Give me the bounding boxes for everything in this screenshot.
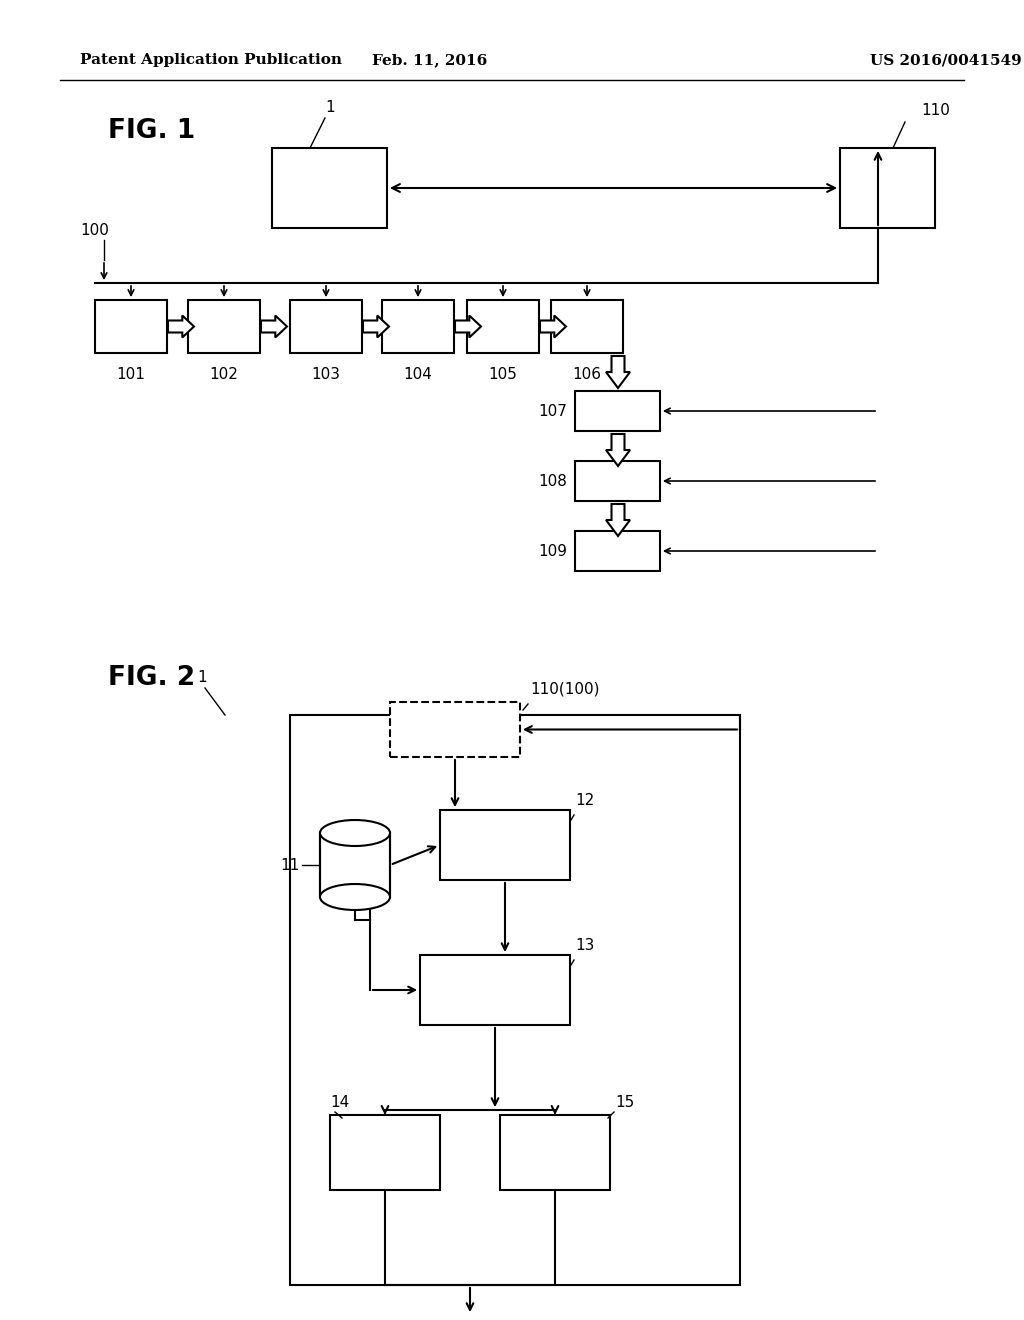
Text: 1: 1	[326, 100, 335, 115]
Bar	[840, 148, 935, 228]
Text: FIG. 1: FIG. 1	[108, 117, 196, 144]
Bar	[500, 1115, 610, 1191]
Text: 110(100): 110(100)	[530, 682, 599, 697]
Polygon shape	[540, 315, 566, 338]
Text: US 2016/0041549 A1: US 2016/0041549 A1	[870, 53, 1024, 67]
Text: 105: 105	[488, 367, 517, 381]
Bar	[420, 954, 570, 1026]
Text: 106: 106	[572, 367, 601, 381]
Bar	[272, 148, 387, 228]
Text: 15: 15	[615, 1096, 634, 1110]
Bar	[95, 300, 167, 352]
Ellipse shape	[319, 884, 390, 909]
Text: 14: 14	[330, 1096, 349, 1110]
Bar	[467, 300, 539, 352]
Polygon shape	[606, 356, 630, 388]
Bar	[319, 833, 390, 898]
Text: 12: 12	[575, 793, 594, 808]
Text: 13: 13	[575, 939, 594, 953]
Text: 109: 109	[538, 544, 567, 558]
Text: 100: 100	[80, 223, 109, 238]
Text: 107: 107	[539, 404, 567, 418]
Text: 104: 104	[403, 367, 432, 381]
Bar	[330, 1115, 440, 1191]
Text: 108: 108	[539, 474, 567, 488]
Text: 101: 101	[117, 367, 145, 381]
Polygon shape	[606, 504, 630, 536]
Text: 11: 11	[281, 858, 300, 873]
Bar	[440, 810, 570, 880]
Polygon shape	[606, 434, 630, 466]
Polygon shape	[455, 315, 481, 338]
Bar	[575, 391, 660, 432]
Bar	[188, 300, 260, 352]
Bar	[290, 715, 740, 1284]
Bar	[290, 300, 362, 352]
Ellipse shape	[319, 820, 390, 846]
Polygon shape	[362, 315, 389, 338]
Text: FIG. 2: FIG. 2	[108, 665, 196, 690]
Bar	[575, 531, 660, 572]
Bar	[551, 300, 623, 352]
Text: 102: 102	[210, 367, 239, 381]
Bar	[390, 702, 520, 756]
Polygon shape	[168, 315, 194, 338]
Text: 1: 1	[198, 671, 207, 685]
Text: 110: 110	[922, 103, 950, 117]
Bar	[382, 300, 454, 352]
Bar	[575, 461, 660, 502]
Polygon shape	[261, 315, 287, 338]
Text: 103: 103	[311, 367, 341, 381]
Text: Patent Application Publication: Patent Application Publication	[80, 53, 342, 67]
Text: Feb. 11, 2016: Feb. 11, 2016	[373, 53, 487, 67]
